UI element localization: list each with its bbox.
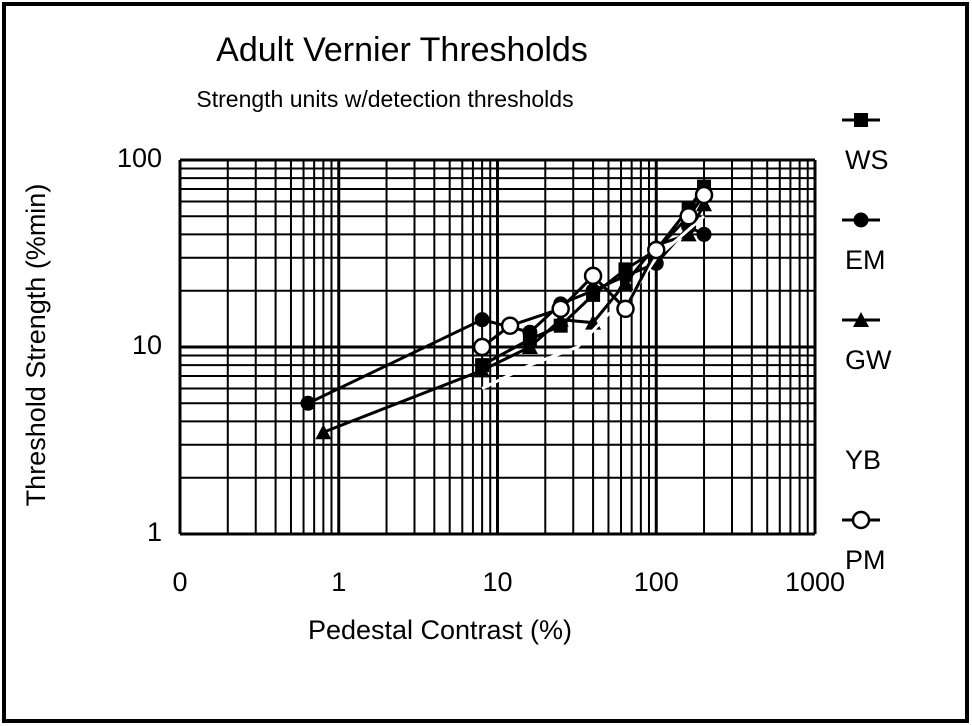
data-point	[679, 207, 698, 226]
legend-marker	[853, 212, 869, 228]
legend-label: EM	[845, 245, 886, 275]
data-point	[552, 311, 569, 327]
y-axis-label: Threshold Strength (%min)	[21, 184, 51, 507]
y-tick-label: 100	[117, 143, 162, 173]
x-tick-label: 100	[634, 567, 679, 597]
chart-title: Adult Vernier Thresholds	[216, 31, 588, 69]
data-point	[521, 339, 538, 354]
legend-marker	[854, 113, 868, 127]
data-point	[696, 226, 712, 242]
data-point	[617, 274, 634, 290]
data-point	[694, 185, 714, 205]
data-point	[474, 362, 491, 378]
y-tick-label: 1	[147, 517, 162, 547]
x-tick-label: 1	[331, 567, 346, 597]
legend-marker	[851, 510, 871, 530]
chart-subtitle: Strength units w/detection thresholds	[196, 86, 573, 112]
legend-label: YB	[845, 445, 881, 475]
x-tick-label: 0	[172, 567, 187, 597]
data-point	[500, 316, 520, 335]
legend-label: PM	[845, 545, 886, 575]
y-tick-label: 10	[132, 330, 162, 360]
x-axis-label: Pedestal Contrast (%)	[308, 615, 572, 645]
data-point	[583, 266, 603, 286]
data-point	[616, 299, 635, 319]
data-point	[474, 312, 490, 328]
data-point	[551, 299, 570, 319]
data-point	[680, 226, 697, 242]
x-tick-label: 1000	[785, 567, 845, 597]
data-point	[585, 283, 601, 299]
x-tick-label: 10	[482, 567, 512, 597]
legend-label: GW	[845, 345, 892, 375]
data-point	[315, 424, 332, 440]
legend-marker	[853, 312, 869, 327]
legend-label: WS	[845, 145, 889, 175]
data-point	[647, 240, 666, 260]
data-point	[522, 324, 538, 340]
data-point	[472, 337, 492, 357]
data-point	[300, 395, 316, 411]
